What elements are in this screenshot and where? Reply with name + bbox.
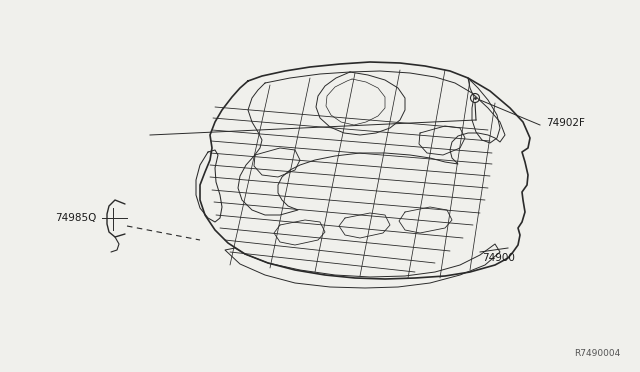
- Text: R7490004: R7490004: [573, 349, 620, 358]
- Text: 74900: 74900: [482, 253, 515, 263]
- Text: 74902F: 74902F: [546, 118, 585, 128]
- Text: 74985Q: 74985Q: [55, 213, 97, 223]
